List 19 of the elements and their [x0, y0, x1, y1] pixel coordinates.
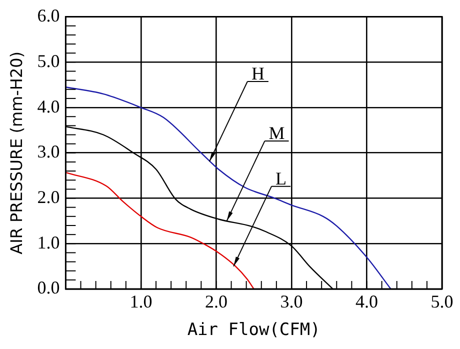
- x-tick-label: 2.0: [204, 292, 228, 312]
- annotation: M: [268, 122, 285, 143]
- y-tick-label: 5.0: [37, 50, 60, 71]
- x-axis-title: Air Flow(CFM): [187, 320, 320, 340]
- y-tick-label: 1.0: [37, 232, 60, 252]
- annotation: H: [251, 64, 264, 84]
- annotation: L: [276, 168, 287, 188]
- y-tick-label: 3.0: [37, 142, 60, 162]
- y-tick-label: 0.0: [37, 278, 60, 298]
- x-tick-label: 1.0: [130, 292, 152, 312]
- x-tick-label: 3.0: [280, 292, 303, 312]
- line-series: [66, 86, 392, 289]
- x-tick-label: 5.0: [430, 292, 454, 312]
- y-tick-label: 6.0: [37, 6, 60, 26]
- y-tick-label: 4.0: [37, 96, 60, 116]
- y-axis-title: AIR PRESSURE (mm-H20): [6, 51, 26, 254]
- x-tick-label: 4.0: [355, 292, 378, 312]
- y-tick-label: 2.0: [37, 187, 60, 207]
- line-series: [66, 172, 254, 289]
